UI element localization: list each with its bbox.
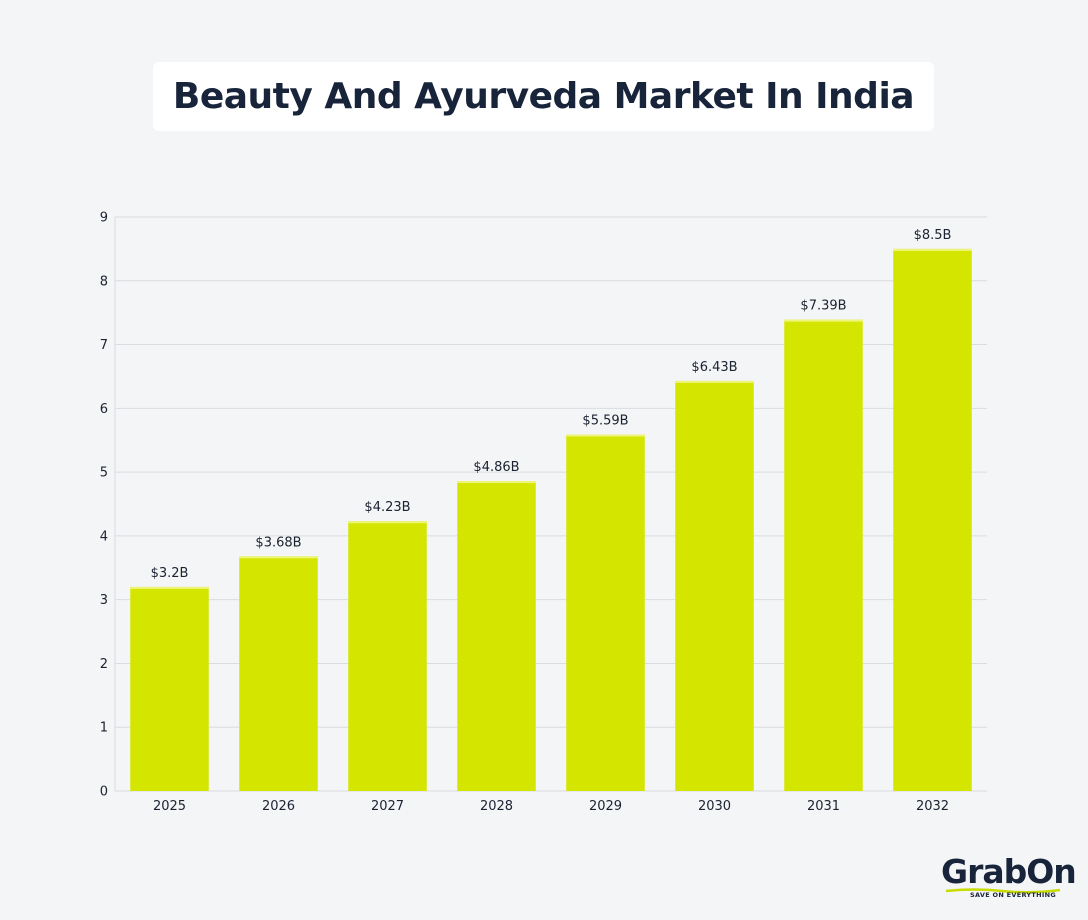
bar-top-highlight [239,556,318,559]
y-tick-label: 1 [100,721,108,736]
y-tick-label: 5 [100,466,108,481]
bar [675,380,754,791]
y-tick-label: 7 [100,338,108,353]
title-card: Beauty And Ayurveda Market In India [153,62,934,131]
x-tick-label: 2027 [371,799,404,814]
bar [130,586,209,791]
bar-top-highlight [457,481,536,484]
logo-wordmark: GrabOn [941,852,1077,891]
y-tick-label: 2 [100,657,108,672]
x-tick-label: 2025 [153,799,186,814]
bar-top-highlight [130,586,209,589]
y-tick-label: 3 [100,593,108,608]
bar-top-highlight [348,521,427,524]
grabon-logo: GrabOn SAVE ON EVERYTHING [938,852,1077,902]
x-tick-label: 2031 [807,799,840,814]
data-label: $3.2B [151,566,189,581]
x-tick-label: 2030 [698,799,731,814]
data-label: $4.23B [364,500,410,515]
y-tick-label: 4 [100,529,108,544]
x-tick-label: 2028 [480,799,513,814]
bar-top-highlight [675,380,754,383]
y-tick-label: 6 [100,402,108,417]
logo-swoosh-icon [945,888,1061,894]
y-tick-label: 0 [100,785,108,800]
data-label: $5.59B [582,413,628,428]
y-tick-label: 8 [100,274,108,289]
bar-top-highlight [784,319,863,322]
data-label: $3.68B [255,535,301,550]
bar [784,319,863,791]
bar [348,521,427,791]
x-tick-label: 2029 [589,799,622,814]
bar [566,434,645,791]
bar-top-highlight [893,248,972,251]
bar [239,556,318,791]
data-label: $4.86B [473,460,519,475]
chart-title: Beauty And Ayurveda Market In India [172,76,915,117]
logo-tagline: SAVE ON EVERYTHING [970,891,1056,899]
bar [457,481,536,791]
y-tick-label: 9 [100,211,108,226]
bar [893,248,972,791]
data-label: $6.43B [691,360,737,375]
x-tick-label: 2026 [262,799,295,814]
bar-top-highlight [566,434,645,437]
data-label: $7.39B [800,299,846,314]
x-tick-label: 2032 [916,799,949,814]
data-label: $8.5B [914,228,952,243]
